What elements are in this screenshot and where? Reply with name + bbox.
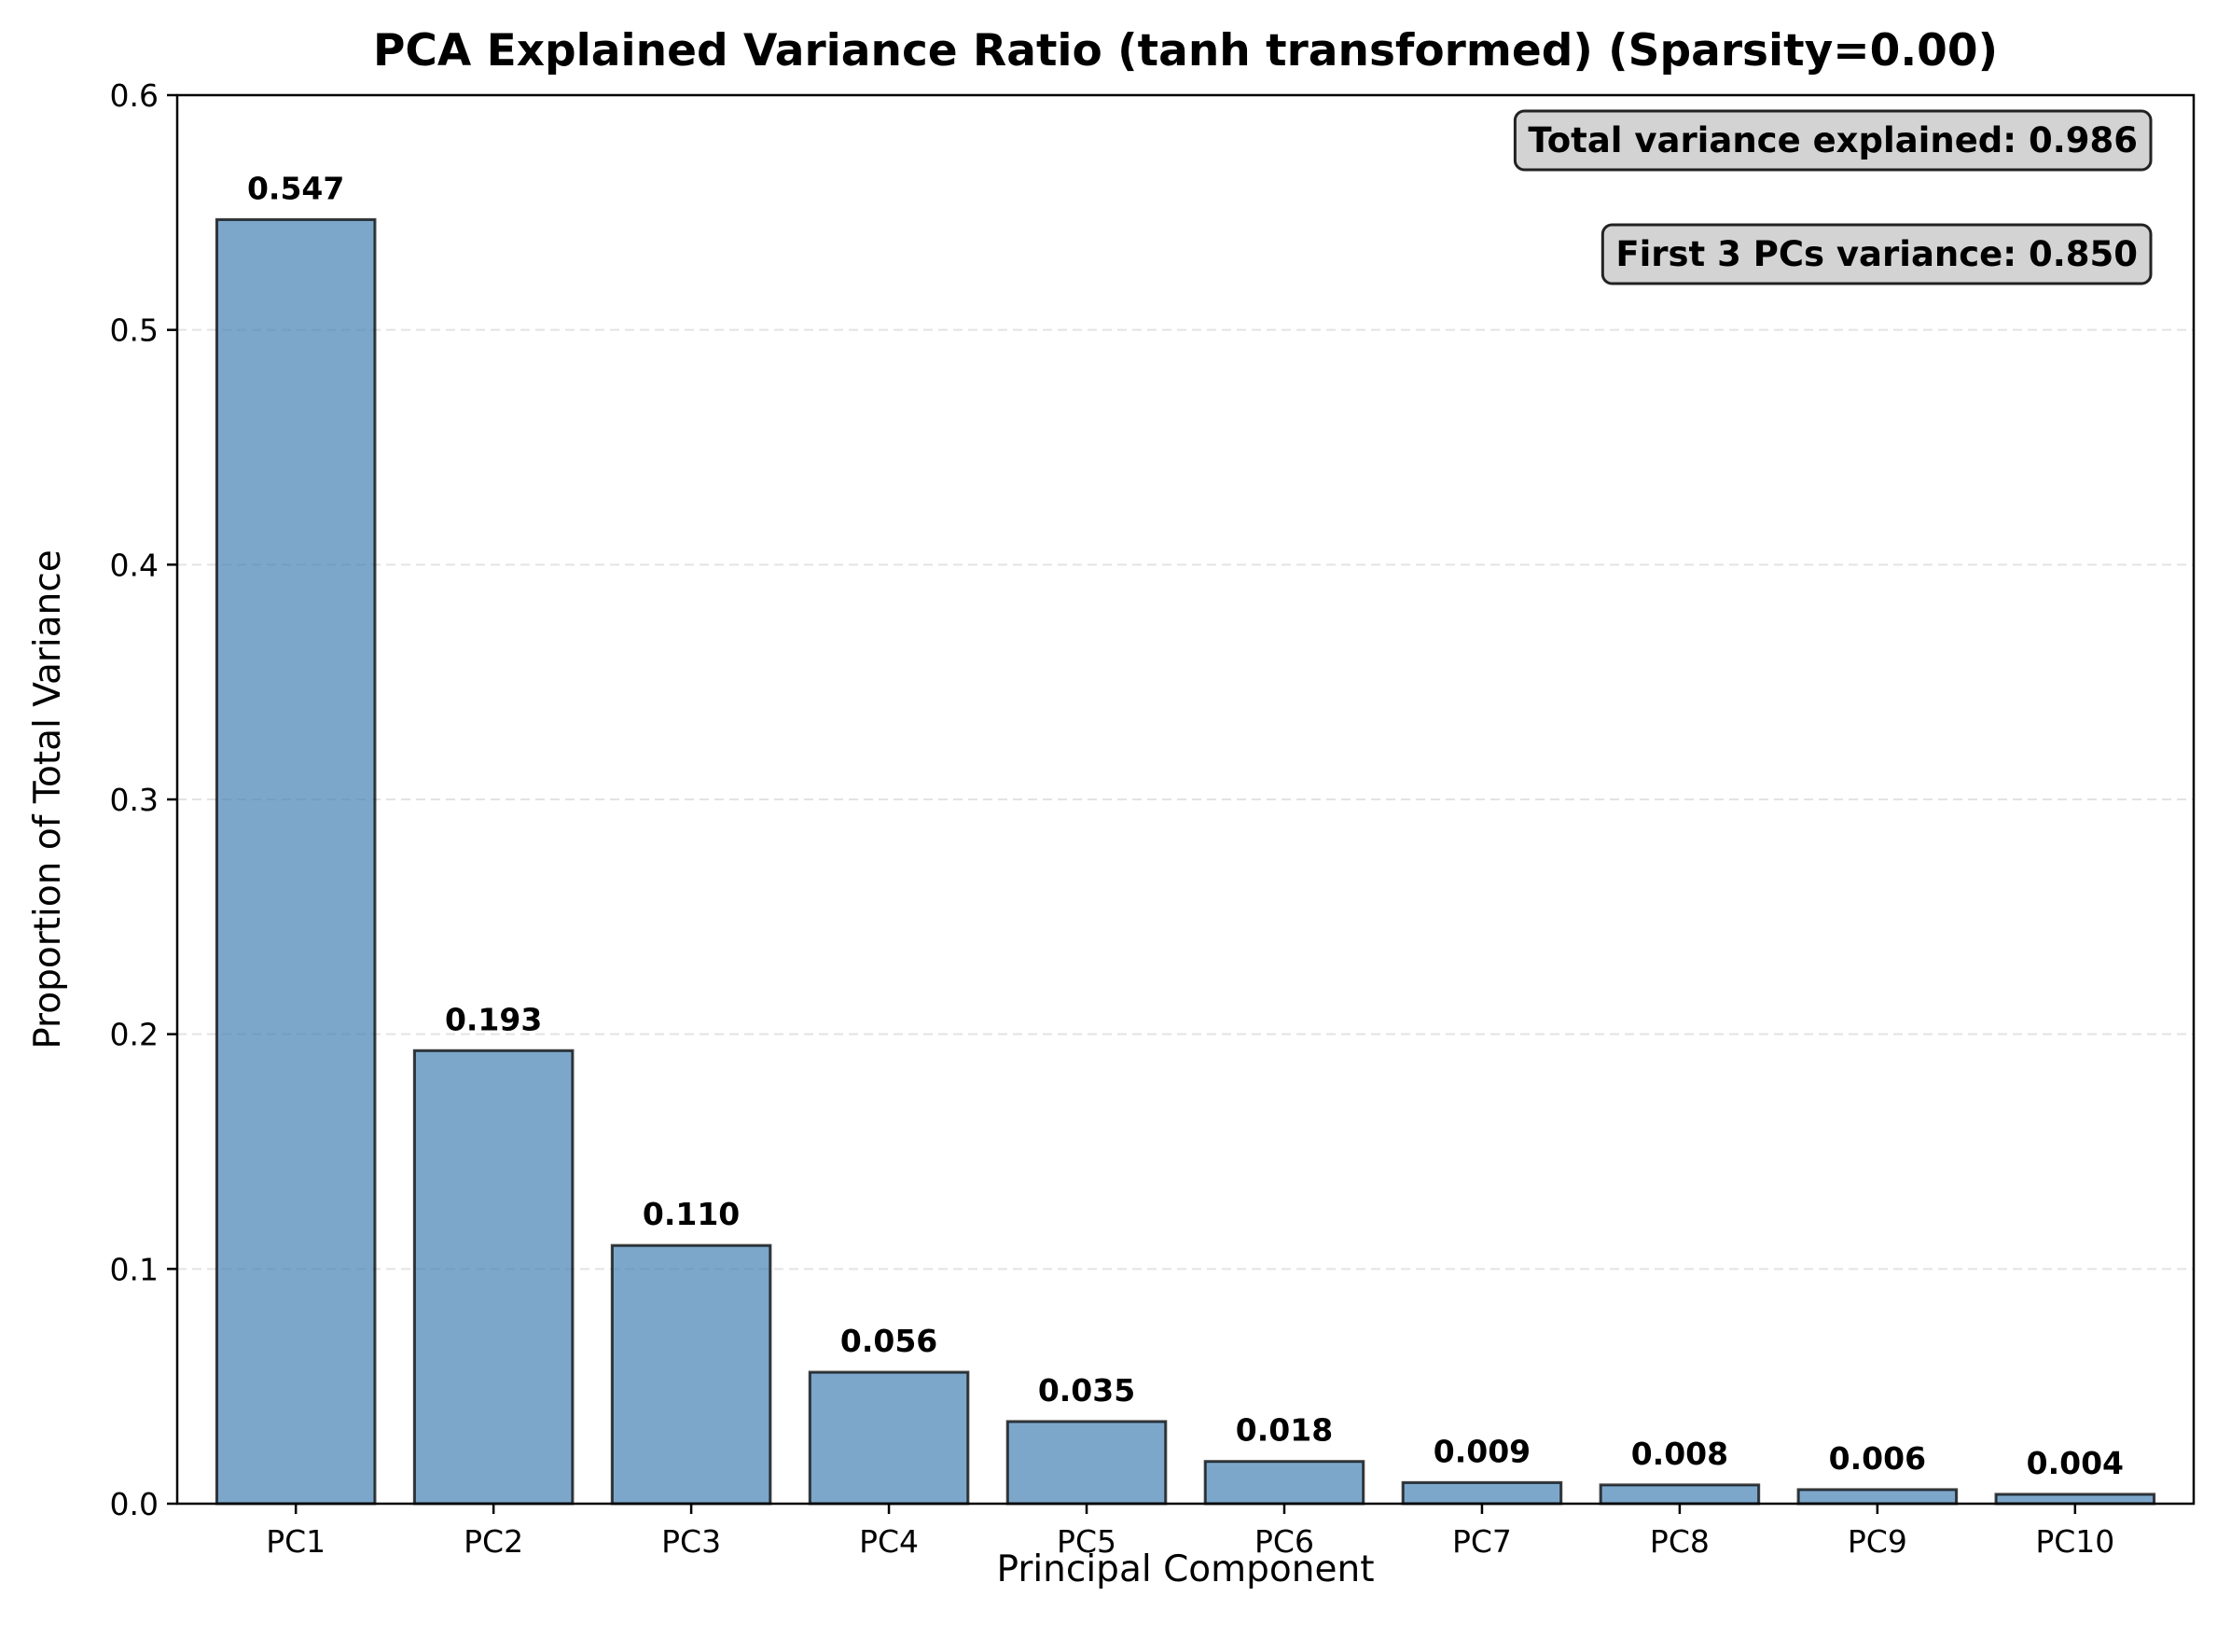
y-tick-label: 0.6	[110, 77, 159, 114]
value-label-pc7: 0.009	[1434, 1433, 1531, 1469]
annotation-text: Total variance explained: 0.986	[1528, 120, 2138, 160]
annotation-text: First 3 PCs variance: 0.850	[1615, 234, 2138, 274]
y-tick-label: 0.5	[110, 312, 159, 349]
value-labels: 0.547 0.193 0.110 0.056 0.035 0.018 0.009 0.008…	[247, 170, 2124, 1481]
bar-pc5	[1005, 1420, 1168, 1506]
value-label-pc9: 0.006	[1829, 1440, 1926, 1477]
annotation-box-frame	[1600, 223, 2153, 285]
x-tick-label: PC8	[1650, 1523, 1710, 1560]
x-axis-ticks: PC1 PC2 PC3 PC4 PC5 PC6 PC7 PC8 PC9 PC10	[266, 1504, 2114, 1560]
x-tick-label: PC5	[1057, 1523, 1116, 1560]
bar-pc8	[1599, 1483, 1761, 1506]
y-tick-label: 0.4	[110, 547, 159, 583]
bar-pc4	[808, 1370, 970, 1506]
value-label-pc4: 0.056	[840, 1323, 937, 1359]
y-tick-label: 0.2	[110, 1017, 159, 1053]
value-label-pc1: 0.547	[247, 170, 344, 206]
x-tick-label: PC2	[464, 1523, 523, 1560]
bar-pc1	[215, 217, 377, 1506]
bar-pc7	[1401, 1480, 1563, 1506]
value-label-pc2: 0.193	[445, 1001, 542, 1037]
chart-title: PCA Explained Variance Ratio (tanh trans…	[373, 25, 1998, 76]
x-tick-label: PC4	[859, 1523, 919, 1560]
bar-pc6	[1203, 1460, 1365, 1506]
value-label-pc6: 0.018	[1236, 1412, 1333, 1449]
y-tick-label: 0.0	[110, 1486, 159, 1522]
x-tick-label: PC1	[266, 1523, 326, 1560]
value-label-pc5: 0.035	[1038, 1372, 1135, 1409]
annotations: Total variance explained: 0.986 First 3 P…	[1513, 109, 2153, 285]
x-tick-label: PC6	[1254, 1523, 1314, 1560]
x-tick-label: PC7	[1452, 1523, 1512, 1560]
value-label-pc8: 0.008	[1631, 1436, 1728, 1472]
annotation-box-frame	[1513, 109, 2153, 172]
x-tick-label: PC9	[1848, 1523, 1907, 1560]
bar-pc2	[412, 1048, 575, 1506]
annotation-box-1: Total variance explained: 0.986	[1513, 109, 2153, 172]
bar-pc9	[1796, 1488, 1959, 1506]
bar-pc3	[610, 1243, 772, 1506]
x-tick-label: PC3	[661, 1523, 721, 1560]
bar-pc10	[1994, 1492, 2156, 1506]
annotation-box-2: First 3 PCs variance: 0.850	[1600, 223, 2153, 285]
x-tick-label: PC10	[2035, 1523, 2114, 1560]
bars	[215, 217, 2156, 1506]
value-label-pc10: 0.004	[2027, 1445, 2124, 1481]
x-axis-label: Principal Component	[996, 1548, 1374, 1590]
value-label-pc3: 0.110	[643, 1196, 740, 1232]
y-axis-ticks: 0.0 0.1 0.2 0.3 0.4 0.5 0.6	[110, 77, 177, 1522]
y-tick-label: 0.1	[110, 1251, 159, 1287]
y-tick-label: 0.3	[110, 782, 159, 818]
y-axis-label: Proportion of Total Variance	[27, 549, 69, 1049]
